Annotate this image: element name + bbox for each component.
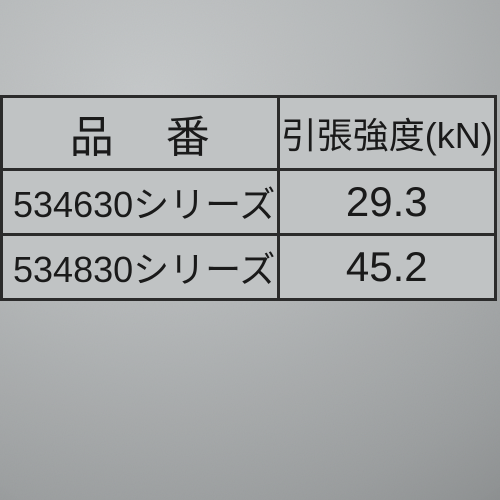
cell-strength-1: 45.2 [278,235,495,300]
cell-product-0: 534630シリーズ [2,170,279,235]
spec-table: 品番 引張強度(kN) 534630シリーズ 29.3 534830シリーズ 4… [0,95,497,301]
table-row: 534830シリーズ 45.2 [2,235,496,300]
column-header-product: 品番 [2,97,279,170]
column-header-strength: 引張強度(kN) [278,97,495,170]
table-header-row: 品番 引張強度(kN) [2,97,496,170]
canvas: 品番 引張強度(kN) 534630シリーズ 29.3 534830シリーズ 4… [0,0,500,500]
cell-product-1: 534830シリーズ [2,235,279,300]
table-row: 534630シリーズ 29.3 [2,170,496,235]
cell-strength-0: 29.3 [278,170,495,235]
